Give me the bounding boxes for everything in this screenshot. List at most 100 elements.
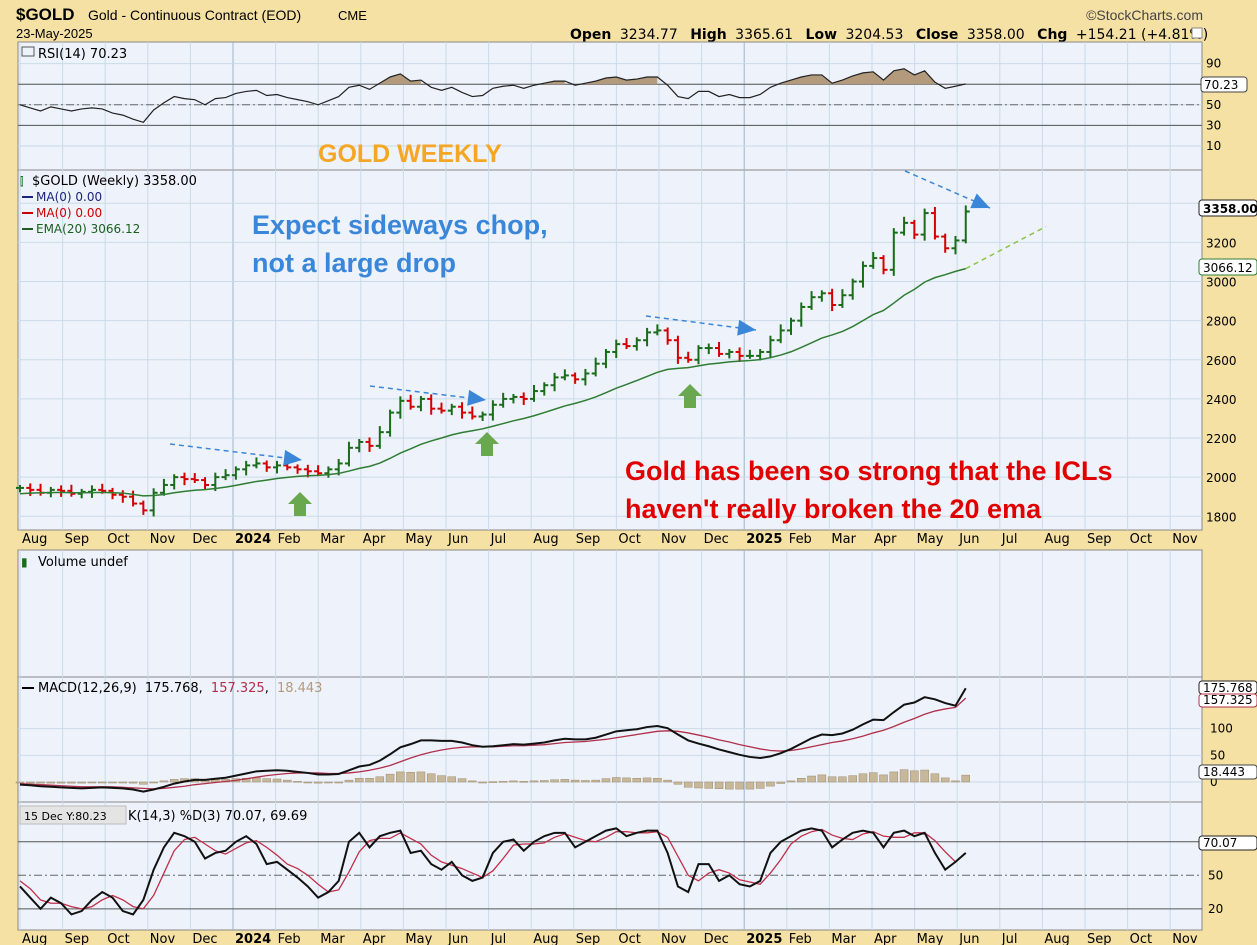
price-watermark: GOLD WEEKLY	[318, 140, 502, 168]
macd-histogram-bar	[848, 775, 857, 783]
x-axis-label: Feb	[278, 532, 301, 547]
macd-histogram-bar	[488, 781, 498, 783]
macd-histogram-bar	[375, 776, 385, 783]
macd-histogram-bar	[272, 778, 282, 783]
macd-histogram-bar	[529, 780, 539, 783]
stoch-cursor-tag: 15 Dec Y:80.23	[24, 810, 107, 823]
macd-histogram-bar	[540, 780, 549, 783]
macd-histogram-bar	[961, 774, 971, 783]
rsi-tick: 90	[1206, 57, 1221, 71]
macd-legend-prefix: MACD(12,26,9)	[38, 681, 137, 696]
stoch-tick: 20	[1208, 902, 1223, 916]
x-axis-label: Sep	[576, 532, 601, 547]
header-brand: ©StockCharts.com	[1086, 7, 1203, 23]
x-axis-label: Nov	[150, 532, 176, 547]
price-panel	[17, 169, 1203, 531]
macd-histogram-bar	[406, 772, 415, 783]
x-axis-label: Oct	[1130, 932, 1152, 945]
x-axis-label: May	[405, 532, 432, 547]
macd-histogram-bar	[97, 781, 107, 784]
trend-arrow	[369, 385, 487, 406]
high-label: High	[690, 27, 727, 43]
volume-legend-icon: ▮	[21, 555, 28, 569]
macd-histogram-bar	[416, 771, 426, 783]
rsi-line	[19, 68, 966, 123]
macd-histogram-bar	[283, 779, 292, 783]
macd-histogram-bar	[87, 781, 97, 784]
macd-histogram-bar	[642, 777, 652, 783]
macd-histogram-bar	[324, 781, 333, 784]
macd-histogram-bar	[509, 780, 518, 783]
x-axis-label: Apr	[874, 532, 897, 547]
price-tick: 2400	[1206, 393, 1237, 407]
macd-histogram-bar	[714, 781, 724, 789]
price-tick: 2600	[1206, 354, 1237, 368]
low-label: Low	[806, 27, 838, 43]
macd-histogram-bar	[56, 781, 66, 784]
x-axis-label: 2024	[235, 532, 271, 547]
rsi-tick: 50	[1206, 98, 1221, 112]
x-axis-label: Feb	[278, 932, 301, 945]
macd-histogram-bar	[560, 779, 570, 783]
macd-histogram-bar	[940, 777, 950, 783]
stoch-cursor-box	[19, 805, 127, 825]
macd-histogram-bar	[118, 781, 128, 784]
price-legend: ⫿ $GOLD (Weekly) 3358.00 MA(0) 0.00 MA(0…	[20, 174, 197, 236]
macd-histogram-bar	[36, 781, 45, 784]
x-axis-label: Nov	[1172, 532, 1198, 547]
macd-histogram-bar	[313, 781, 323, 784]
header-symbol: $GOLD	[16, 5, 75, 24]
macd-histogram-bar	[920, 769, 929, 783]
high-value: 3365.61	[735, 27, 793, 43]
macd-tag-macd: 175.768	[1203, 681, 1253, 695]
macd-histogram-bar	[766, 781, 775, 787]
stoch-value-tag: 70.07	[1203, 836, 1237, 850]
price-tick: 3200	[1206, 236, 1237, 250]
header-corner-toggle[interactable]	[1191, 27, 1203, 39]
macd-histogram-bar	[385, 773, 395, 783]
annotation-red-line1: Gold has been so strong that the ICLs	[625, 456, 1113, 486]
x-axis-label: 2025	[746, 532, 782, 547]
x-axis-label: Jun	[958, 532, 979, 547]
macd-histogram-bar	[468, 780, 477, 783]
x-axis-label: Feb	[789, 932, 812, 945]
macd-histogram-bar	[879, 774, 888, 783]
x-axis-label: Jun	[958, 932, 979, 945]
volume-legend-text: Volume undef	[38, 555, 128, 570]
macd-histogram-bar	[827, 776, 837, 783]
macd-histogram-bar	[838, 776, 847, 783]
stoch-k-line	[19, 827, 967, 916]
open-value: 3234.77	[620, 27, 678, 43]
annotation-blue-line1: Expect sideways chop,	[252, 210, 548, 240]
macd-tick: 100	[1210, 722, 1233, 736]
x-axis-label: May	[917, 532, 944, 547]
trend-arrow	[904, 170, 991, 209]
macd-legend-hist: 18.443	[277, 681, 323, 696]
price-ema-tag: 3066.12	[1203, 261, 1253, 275]
price-legend-ma1: MA(0) 0.00	[36, 190, 102, 204]
ema-projection	[965, 225, 1047, 270]
rsi-legend-icon	[21, 46, 35, 57]
close-value: 3358.00	[967, 27, 1025, 43]
macd-legend-macd: 175.768	[145, 681, 199, 696]
up-arrow-icon	[475, 432, 499, 456]
stoch-legend-text: K(14,3) %D(3) 70.07, 69.69	[128, 809, 307, 824]
macd-histogram-bar	[262, 778, 271, 783]
macd-histogram-bar	[951, 780, 960, 783]
header-description: Gold - Continuous Contract (EOD)	[88, 7, 301, 23]
macd-histogram-bar	[149, 781, 158, 784]
macd-histogram-bar	[169, 779, 179, 783]
annotation-blue-line2: not a large drop	[252, 248, 456, 278]
macd-histogram-bar	[108, 781, 117, 784]
x-axis-label: Apr	[363, 932, 386, 945]
macd-histogram-bar	[745, 781, 755, 790]
x-axis-label: Sep	[1087, 932, 1112, 945]
axis-labels: Aug Aug Sep Sep Oct Oct Nov Nov Dec Dec 2024 2024 Fe…	[22, 57, 1237, 945]
price-tick: 1800	[1206, 510, 1237, 524]
chg-label: Chg	[1037, 27, 1067, 43]
macd-histogram-bar	[776, 781, 785, 784]
up-arrow-icon	[288, 492, 312, 516]
x-axis-label: Feb	[789, 532, 812, 547]
x-axis-label: 2024	[235, 932, 271, 945]
stoch-plot	[18, 827, 1202, 916]
